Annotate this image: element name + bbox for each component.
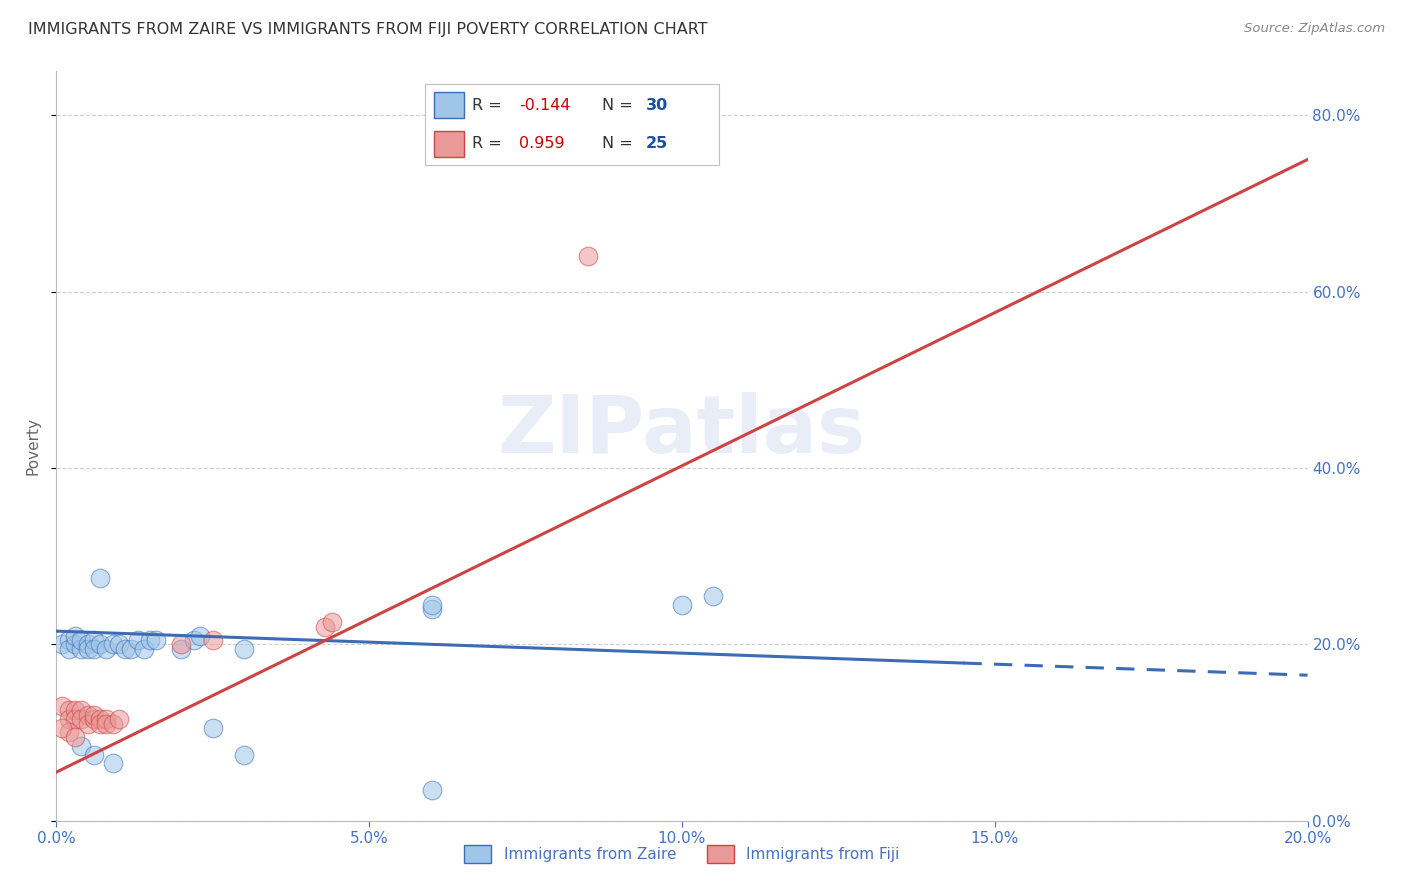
Point xyxy=(170,637,193,651)
Point xyxy=(63,703,86,717)
Point xyxy=(83,747,105,762)
Point xyxy=(321,615,343,630)
Point xyxy=(63,730,86,744)
Point xyxy=(58,725,80,739)
Point xyxy=(76,641,98,656)
Point xyxy=(108,637,131,651)
Text: ZIPatlas: ZIPatlas xyxy=(498,392,866,470)
Point xyxy=(96,712,118,726)
Point xyxy=(76,707,98,722)
Point xyxy=(63,628,86,642)
Point xyxy=(233,747,256,762)
Text: IMMIGRANTS FROM ZAIRE VS IMMIGRANTS FROM FIJI POVERTY CORRELATION CHART: IMMIGRANTS FROM ZAIRE VS IMMIGRANTS FROM… xyxy=(28,22,707,37)
Point xyxy=(96,716,118,731)
Y-axis label: Poverty: Poverty xyxy=(25,417,41,475)
Point xyxy=(89,637,111,651)
Point xyxy=(139,632,162,647)
Point xyxy=(89,571,111,585)
Point xyxy=(70,641,93,656)
Point xyxy=(63,712,86,726)
Point xyxy=(83,632,105,647)
Point xyxy=(76,716,98,731)
Point xyxy=(76,637,98,651)
Point xyxy=(420,598,443,612)
Point xyxy=(108,712,131,726)
Point xyxy=(420,602,443,616)
Point xyxy=(89,712,111,726)
Legend: Immigrants from Zaire, Immigrants from Fiji: Immigrants from Zaire, Immigrants from F… xyxy=(458,839,905,869)
Point xyxy=(145,632,167,647)
Point xyxy=(114,641,136,656)
Point xyxy=(70,632,93,647)
Point xyxy=(89,716,111,731)
Point xyxy=(70,712,93,726)
Point xyxy=(170,641,193,656)
Point xyxy=(70,739,93,753)
Point xyxy=(51,721,73,735)
Point xyxy=(127,632,149,647)
Point xyxy=(58,641,80,656)
Point xyxy=(83,712,105,726)
Point xyxy=(96,641,118,656)
Point xyxy=(83,641,105,656)
Point xyxy=(188,628,211,642)
Point xyxy=(702,589,724,603)
Point xyxy=(233,641,256,656)
Text: Source: ZipAtlas.com: Source: ZipAtlas.com xyxy=(1244,22,1385,36)
Point xyxy=(201,721,224,735)
Point xyxy=(420,782,443,797)
Point xyxy=(132,641,155,656)
Point xyxy=(120,641,142,656)
Point xyxy=(51,699,73,714)
Point xyxy=(101,716,124,731)
Point xyxy=(183,632,205,647)
Point xyxy=(58,712,80,726)
Point xyxy=(201,632,224,647)
Point xyxy=(63,637,86,651)
Point xyxy=(101,637,124,651)
Point xyxy=(101,756,124,771)
Point xyxy=(576,250,599,264)
Point xyxy=(671,598,693,612)
Point xyxy=(70,703,93,717)
Point xyxy=(83,707,105,722)
Point xyxy=(51,637,73,651)
Point xyxy=(314,620,336,634)
Point xyxy=(58,632,80,647)
Point xyxy=(58,703,80,717)
